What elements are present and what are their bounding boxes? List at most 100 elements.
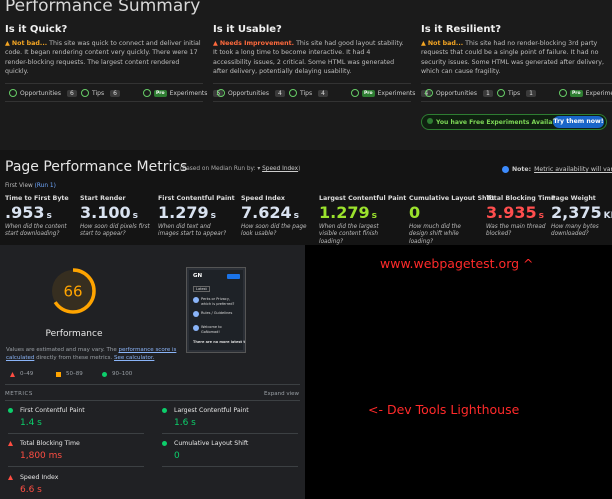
divider <box>5 101 203 102</box>
count-item[interactable]: Tips 1 <box>497 88 536 98</box>
metric-label: Speed Index <box>241 195 285 202</box>
metric-value: 1.279 s <box>319 203 377 222</box>
value: .953 <box>5 203 45 222</box>
annotation: www.webpagetest.org ^ <box>380 256 534 271</box>
link[interactable]: See calculator. <box>114 355 155 361</box>
note-label: Note: <box>512 166 532 173</box>
thumb-footer: There are no more latest topics. <box>193 340 245 344</box>
icon <box>143 89 151 97</box>
count-item[interactable]: Pro Experiments 4 <box>351 88 432 98</box>
thumb-button <box>227 274 240 279</box>
metric-label: Time to First Byte <box>5 195 69 202</box>
dropdown-arrow: ▾ <box>255 166 263 172</box>
description: This site had no render-blocking 3rd par… <box>421 40 604 75</box>
metric-description: How soon did the page look usable? <box>241 224 307 238</box>
divider <box>162 466 298 467</box>
divider <box>421 83 612 84</box>
count-label: Experiments <box>169 89 208 97</box>
metrics-title: Page Performance Metrics <box>5 159 188 175</box>
count-label: Opportunities <box>228 89 269 97</box>
metric-label: Cumulative Layout Shift <box>174 440 249 447</box>
expand-link[interactable]: Expand view <box>264 391 299 397</box>
metric-label: First Contentful Paint <box>20 407 85 414</box>
unit: s <box>210 211 216 221</box>
legend-icon <box>56 372 61 377</box>
metric-value: 0 <box>174 451 180 461</box>
metric-description: How many bytes downloaded? <box>551 224 599 238</box>
metric-icon <box>162 441 167 446</box>
divider <box>5 400 300 401</box>
count-badge: 4 <box>318 89 328 97</box>
value: 2,375 <box>551 203 602 222</box>
link[interactable]: performance score is calculated <box>6 347 177 361</box>
verdict: Not bad... <box>427 40 464 47</box>
count-item[interactable]: Opportunities 4 <box>217 88 285 98</box>
description: This site had good layout stability. It … <box>213 40 404 75</box>
metric-label: First Contentful Paint <box>158 195 235 202</box>
section-heading: Is it Resilient? <box>421 24 502 35</box>
metric-icon <box>8 441 13 446</box>
pro-badge: Pro <box>362 89 375 97</box>
warning-icon: ▲ <box>213 40 220 47</box>
value: 7.624 <box>241 203 292 222</box>
disclaimer: Values are estimated and may vary. The p… <box>6 346 184 362</box>
experiments-banner: You have Free Experiments Available! Try … <box>421 114 607 130</box>
metric-value: .953 s <box>5 203 52 222</box>
text: directly from these metrics. <box>34 355 115 361</box>
metric-value: 3.935 s <box>486 203 544 222</box>
thumb-tab: Latest <box>193 286 210 292</box>
legend-icon <box>102 372 107 377</box>
view-label: First View <box>5 183 33 189</box>
metric-value: 1.279 s <box>158 203 216 222</box>
icon <box>289 89 297 97</box>
legend-label: 90–100 <box>112 371 133 377</box>
warning-icon: ▲ <box>421 40 428 47</box>
metric-icon <box>162 408 167 413</box>
count-item[interactable]: Opportunities 6 <box>9 88 77 98</box>
divider <box>5 83 203 84</box>
banner-button[interactable]: Try them now! <box>553 116 604 128</box>
icon <box>9 89 17 97</box>
pro-badge: Pro <box>570 89 583 97</box>
metric-description: Was the main thread blocked? <box>486 224 546 238</box>
icon <box>81 89 89 97</box>
metric-icon <box>8 475 13 480</box>
count-item[interactable]: Opportunities 1 <box>425 88 493 98</box>
icon <box>217 89 225 97</box>
count-item[interactable]: Tips 6 <box>81 88 120 98</box>
unit: KB <box>603 211 612 221</box>
info-icon <box>502 166 509 173</box>
metric-label: Total Blocking Time <box>20 440 80 447</box>
metrics-bg <box>0 150 612 245</box>
legend-label: 50–89 <box>66 371 83 377</box>
thumb-page: GN Latest Perks or Privacy, which is prefe… <box>189 270 245 350</box>
metric-label: Total Blocking Time <box>486 195 556 202</box>
count-item[interactable]: ProExperiments3 <box>559 88 612 98</box>
section-text: ▲ Needs Improvement. This site had good … <box>213 39 409 76</box>
count-badge: 6 <box>66 89 77 97</box>
metric-label: Largest Contentful Paint <box>319 195 407 202</box>
metric-description: When did text and images start to appear… <box>158 224 227 238</box>
metric-value: 0 <box>409 203 420 222</box>
note-text: Metric availability will vary <box>534 166 612 173</box>
count-item[interactable]: Tips 4 <box>289 88 328 98</box>
icon <box>497 89 505 97</box>
thumb-topic: Welcome to GoNomad! <box>201 325 222 334</box>
unit: s <box>46 211 52 221</box>
divider <box>162 433 298 434</box>
section-text: ▲ Not bad... This site was quick to conn… <box>5 39 201 76</box>
section-text: ▲ Not bad... This site had no render-blo… <box>421 39 612 76</box>
count-label: Opportunities <box>436 89 477 97</box>
metric-value: 1.6 s <box>174 418 196 428</box>
metric-value: 1.4 s <box>20 418 42 428</box>
count-item[interactable]: Pro Experiments 5 <box>143 88 224 98</box>
run-link[interactable]: (Run 1) <box>34 183 56 189</box>
basis-metric[interactable]: Speed Index <box>262 166 299 172</box>
metric-label: Speed Index <box>20 474 59 481</box>
thumb-avatar <box>193 311 199 317</box>
metric-label: Page Weight <box>551 195 596 202</box>
thumb-logo: GN <box>193 273 203 279</box>
annotation-panel: www.webpagetest.org ^ <- Dev Tools Lighth… <box>305 245 612 499</box>
description: This site was quick to connect and deliv… <box>5 40 201 75</box>
metric-label: Cumulative Layout Shift <box>409 195 495 202</box>
